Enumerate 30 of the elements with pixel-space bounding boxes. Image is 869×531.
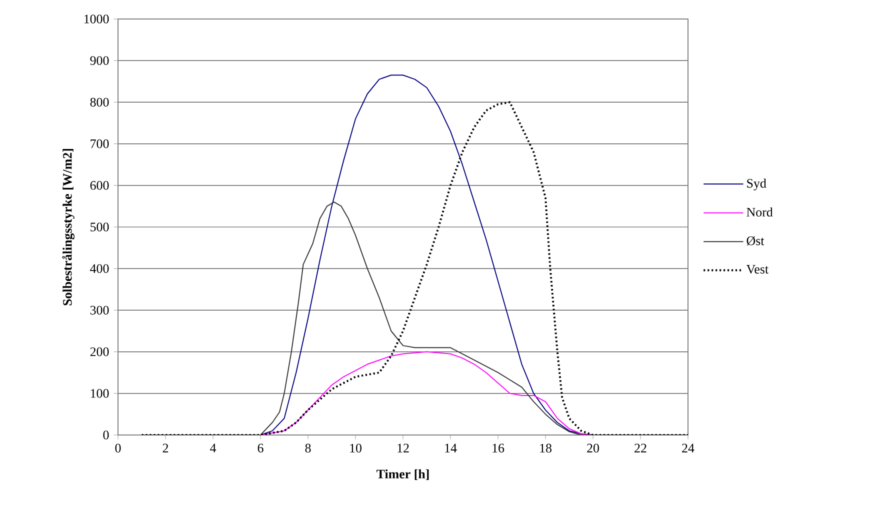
y-tick-label: 1000 <box>84 14 109 24</box>
y-tick-label: 400 <box>90 264 109 273</box>
x-tick-label: 22 <box>634 444 646 452</box>
x-tick-label: 14 <box>445 444 457 452</box>
x-tick-label: 20 <box>587 444 599 453</box>
x-tick-label: 0 <box>115 444 121 453</box>
x-tick-label: 16 <box>492 444 504 452</box>
legend-label: Nord <box>746 207 773 217</box>
x-axis-title: Timer [h] <box>376 469 429 480</box>
x-tick-label: 6 <box>258 444 264 452</box>
x-tick-label: 24 <box>682 444 694 452</box>
legend-label: Syd <box>747 178 766 190</box>
x-tick-label: 18 <box>540 444 552 453</box>
y-tick-label: 500 <box>90 222 109 232</box>
y-tick-label: 0 <box>103 430 109 440</box>
legend-label: Vest <box>746 264 768 274</box>
y-tick-label: 900 <box>90 56 109 65</box>
x-tick-label: 4 <box>210 444 216 452</box>
y-tick-label: 200 <box>90 347 109 356</box>
x-tick-label: 12 <box>398 444 409 452</box>
x-tick-label: 10 <box>350 444 362 453</box>
y-tick-label: 700 <box>90 139 109 148</box>
y-tick-label: 800 <box>90 98 109 107</box>
x-tick-label: 2 <box>162 444 168 452</box>
y-tick-label: 600 <box>90 181 109 190</box>
legend-label: Øst <box>746 236 764 246</box>
y-tick-label: 100 <box>90 389 109 398</box>
x-tick-label: 8 <box>305 444 311 453</box>
y-axis-title: Solbestrålingsstyrke [W/m2] <box>62 149 74 306</box>
y-tick-label: 300 <box>90 306 109 315</box>
